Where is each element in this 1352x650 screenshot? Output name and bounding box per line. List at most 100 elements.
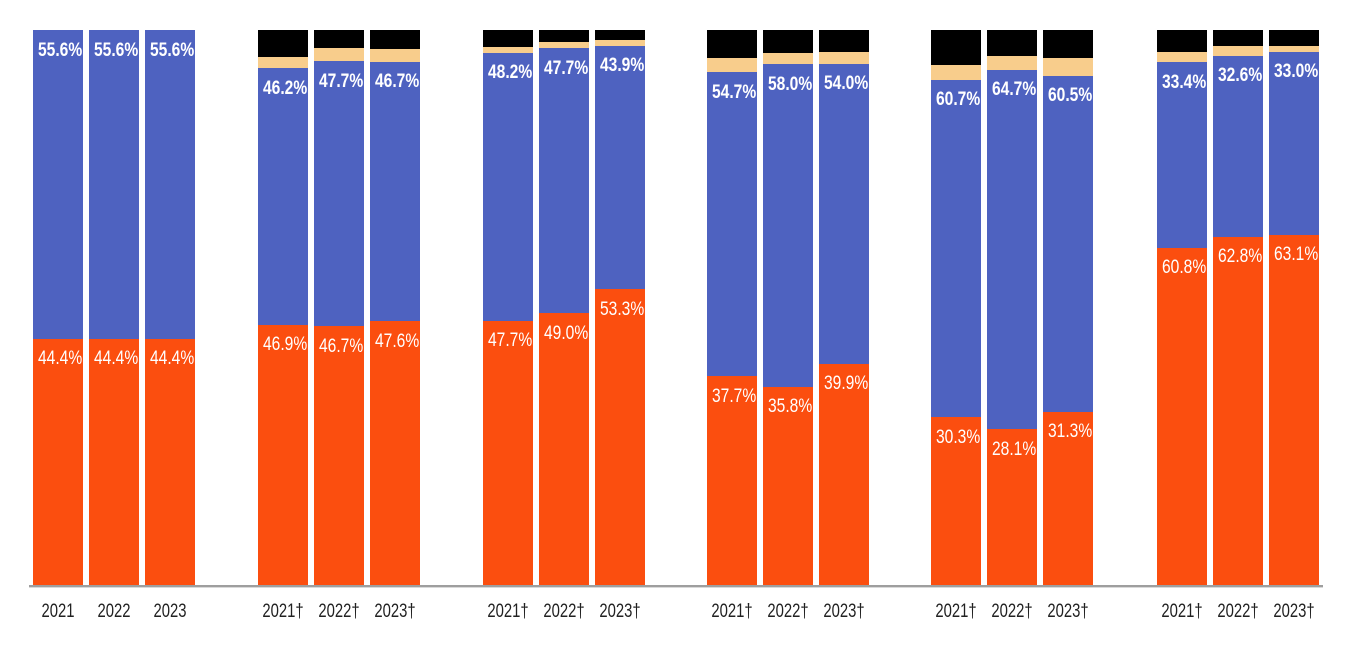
bar-segment-blue[interactable] [89,30,139,339]
bar-segment-yellow[interactable] [1043,58,1093,76]
bar-segment-blue[interactable] [595,45,645,290]
bar-segment-blue[interactable] [1269,51,1319,235]
bar-segment-blue[interactable] [1157,62,1207,248]
bar-segment-blue[interactable] [819,63,869,364]
bar-segment-black[interactable] [819,30,869,53]
bar-segment-black[interactable] [1213,30,1263,46]
value-label-orange: 60.8% [1162,256,1207,279]
bar-segment-black[interactable] [1157,30,1207,53]
bar-segment-blue[interactable] [931,79,981,418]
value-label-blue: 46.7% [375,70,420,93]
bar-segment-orange[interactable] [145,338,195,586]
bar-segment-orange[interactable] [1213,236,1263,586]
bar-segment-blue[interactable] [258,68,308,325]
bar-segment-yellow[interactable] [1157,52,1207,63]
bar-segment-orange[interactable] [1043,411,1093,586]
value-label-blue: 43.9% [600,54,645,77]
value-label-blue: 64.7% [992,78,1037,101]
bar-segment-blue[interactable] [370,61,420,322]
bar-segment-black[interactable] [258,30,308,58]
bar-segment-black[interactable] [314,30,364,49]
x-axis-label-text: 2023† [1273,601,1315,622]
bar-segment-yellow[interactable] [819,52,869,64]
bar-segment-orange[interactable] [89,338,139,586]
value-label-orange: 28.1% [992,437,1037,460]
bar-segment-black[interactable] [987,30,1037,57]
bar-segment-yellow[interactable] [1213,45,1263,56]
value-label-blue: 46.2% [263,76,308,99]
bar-segment-yellow[interactable] [483,46,533,53]
bar-segment-blue[interactable] [33,30,83,339]
value-label-blue: 55.6% [38,38,83,61]
bar-segment-blue[interactable] [1043,75,1093,412]
bar-segment-blue[interactable] [763,64,813,387]
bar-segment-yellow[interactable] [987,56,1037,70]
value-label-blue: 58.0% [768,72,813,95]
value-label-orange: 53.3% [600,297,645,320]
bar-segment-black[interactable] [1043,30,1093,59]
bar-segment-yellow[interactable] [370,48,420,62]
x-axis-label-text: 2021 [41,601,75,622]
value-label-blue: 55.6% [94,38,139,61]
x-axis-label-text: 2023 [153,601,187,622]
bar-segment-orange[interactable] [931,417,981,586]
x-axis-label-text: 2021† [262,601,304,622]
bar-segment-black[interactable] [483,30,533,47]
value-label-orange: 44.4% [38,347,83,370]
bar-segment-yellow[interactable] [1269,45,1319,52]
x-axis-label-text: 2023† [1047,601,1089,622]
bar-segment-yellow[interactable] [539,42,589,49]
bar-segment-yellow[interactable] [595,39,645,46]
bar-segment-orange[interactable] [763,386,813,586]
bar-segment-yellow[interactable] [763,53,813,65]
bar-segment-black[interactable] [1269,30,1319,46]
value-label-orange: 44.4% [94,347,139,370]
bar-segment-blue[interactable] [1213,55,1263,237]
value-label-blue: 48.2% [488,61,533,84]
bar-segment-blue[interactable] [145,30,195,339]
x-axis-label-text: 2021† [487,601,529,622]
value-label-blue: 54.7% [712,80,757,103]
x-axis-label-text: 2023† [374,601,416,622]
bar-segment-orange[interactable] [707,376,757,586]
value-label-orange: 31.3% [1048,420,1093,443]
value-label-orange: 47.7% [488,329,533,352]
bar-segment-orange[interactable] [595,289,645,586]
bar-segment-orange[interactable] [539,313,589,586]
bar-segment-black[interactable] [707,30,757,59]
bar-segment-orange[interactable] [370,321,420,586]
bar-segment-orange[interactable] [987,429,1037,586]
bar-segment-orange[interactable] [483,320,533,586]
bar-segment-yellow[interactable] [931,64,981,80]
bar-segment-blue[interactable] [987,69,1037,430]
value-label-blue: 47.7% [544,56,589,79]
bar-segment-blue[interactable] [707,72,757,377]
bar-segment-yellow[interactable] [258,57,308,69]
bar-segment-blue[interactable] [483,52,533,321]
bar-segment-orange[interactable] [1269,234,1319,586]
value-label-orange: 30.3% [936,425,981,448]
bar-segment-orange[interactable] [33,338,83,586]
bar-segment-orange[interactable] [819,363,869,586]
bar-segment-black[interactable] [931,30,981,65]
bar-segment-black[interactable] [370,30,420,49]
x-axis-label-text: 2021† [1161,601,1203,622]
bar-segment-black[interactable] [595,30,645,40]
x-axis-label-text: 2022† [1217,601,1259,622]
value-label-blue: 33.0% [1274,60,1319,83]
bar-segment-orange[interactable] [314,326,364,586]
bar-segment-yellow[interactable] [707,58,757,73]
x-axis-line [29,585,1323,588]
bar-segment-blue[interactable] [314,61,364,327]
value-label-orange: 62.8% [1218,245,1263,268]
bar-segment-black[interactable] [763,30,813,54]
bar-segment-orange[interactable] [258,324,308,586]
bar-segment-orange[interactable] [1157,247,1207,586]
value-label-orange: 44.4% [150,347,195,370]
bar-segment-blue[interactable] [539,48,589,314]
bar-segment-black[interactable] [539,30,589,43]
bar-segment-yellow[interactable] [314,48,364,62]
value-label-blue: 54.0% [824,72,869,95]
value-label-orange: 47.6% [375,329,420,352]
